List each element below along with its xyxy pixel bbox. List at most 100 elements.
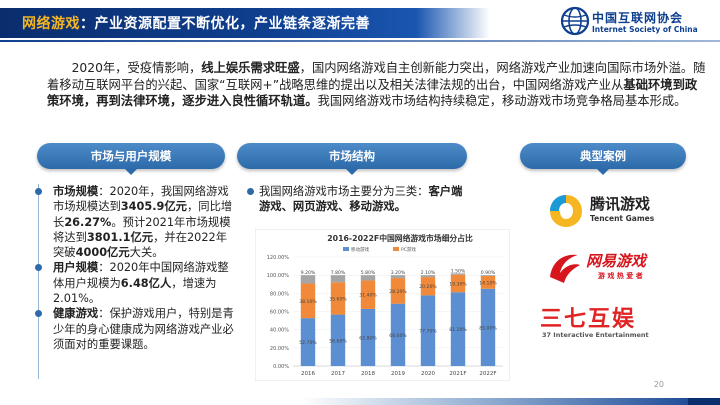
footer-decoration <box>300 398 720 405</box>
intro-text-2: ，国内网络游戏自主创新能力突出，网络游戏产业加速向国际市场外溢。随着移动互联网平… <box>47 61 706 92</box>
market-size-text: ，同比增长 <box>53 200 233 229</box>
healthy-gaming-text: ：保护游戏用户，特别是青少年的身心健康成为网络游戏产业必须面对的重要课题。 <box>53 307 234 351</box>
header-banner <box>0 8 490 38</box>
intro-bold-1: 线上娱乐需求旺盛 <box>201 61 300 75</box>
title-highlight: 网络游戏 <box>22 16 80 32</box>
pill-pointer-icon <box>125 169 137 175</box>
tencent-name-en: Tencent Games <box>590 214 655 223</box>
market-growth-value: 26.27% <box>64 215 112 229</box>
x-tick-label: 2016 <box>301 371 315 377</box>
isc-logo: 中国互联网协会 Internet Society of China <box>560 6 720 38</box>
bar-segment <box>360 275 376 281</box>
bar-segment <box>330 282 346 315</box>
bar-data-label: 52.70% <box>299 340 317 346</box>
bar-segment <box>300 283 316 319</box>
legend-label-1: PC游戏 <box>401 246 416 253</box>
bar-segment <box>360 308 376 366</box>
bar-data-label: 77.70% <box>419 329 437 335</box>
bar-segment <box>330 314 346 366</box>
bar-data-label: 28.20% <box>389 289 407 295</box>
bar-segment <box>450 274 466 293</box>
bar-data-label: 20.20% <box>419 284 437 290</box>
y-tick-label: 100.00% <box>267 273 289 279</box>
y-tick-label: 40.00% <box>270 328 289 334</box>
globe-icon <box>560 6 590 36</box>
bar-data-label: 7.80% <box>331 270 346 276</box>
section-pill-cases: 典型案例 <box>520 143 686 175</box>
market-size-bullet: 市场规模：2020年，我国网络游戏市场规模达到3405.9亿元，同比增长26.2… <box>35 184 238 260</box>
bar-segment <box>330 275 346 283</box>
bar-data-label: 68.60% <box>389 333 407 339</box>
section-pill-market-label: 市场与用户规模 <box>90 149 172 163</box>
intro-bold-2: 基础环境到政策环境，再到法律环境，逐步进入良性循环轨道。 <box>47 77 698 109</box>
market-size-value-2021: 3801.1亿元 <box>86 230 154 244</box>
y-tick-label: 120.00% <box>267 255 289 261</box>
typical-cases: 腾讯游戏 Tencent Games 网易游戏 游 戏 热 爱 者 三七互娱 3… <box>540 185 670 353</box>
bar-segment <box>420 275 436 278</box>
pill-pointer-icon <box>597 169 609 175</box>
market-size-label: 市场规模 <box>53 185 99 198</box>
x-tick-label: 2022F <box>479 371 496 377</box>
section-pill-cases-label: 典型案例 <box>580 149 626 163</box>
y-tick-label: 60.00% <box>270 310 289 316</box>
user-size-text: ，增速为2.01%。 <box>53 276 217 306</box>
market-size-text: ，并在2022年突破 <box>53 230 228 260</box>
intro-text-3: 我国网络游戏市场结构持续稳定，移动游戏市场竞争格局基本形成。 <box>317 94 687 108</box>
slide-header: 网络游戏：产业资源配置不断优化，产业链条逐渐完善 <box>0 0 720 44</box>
bar-segment <box>300 275 316 284</box>
bar-segment <box>480 275 496 276</box>
y-tick-label: 20.00% <box>270 346 289 352</box>
s37-name-en: 37 Interactive Entertainment <box>542 331 649 339</box>
bar-data-label: 3.20% <box>391 270 406 276</box>
healthy-gaming-label: 健康游戏 <box>53 307 99 321</box>
x-tick-label: 2019 <box>391 371 405 377</box>
user-size-label: 用户规模 <box>53 261 99 275</box>
bar-data-label: 81.20% <box>449 327 467 333</box>
netease-name-cn: 网易游戏 <box>586 252 647 270</box>
s37-name-cn: 三七互娱 <box>540 307 637 332</box>
logo-english-name: Internet Society of China <box>592 25 698 34</box>
bar-segment <box>450 292 466 366</box>
bar-data-label: 9.20% <box>301 270 316 276</box>
intro-paragraph: 2020年，受疫情影响，线上娱乐需求旺盛，国内网络游戏自主创新能力突出，网络游戏… <box>47 60 707 110</box>
market-user-column: 市场规模：2020年，我国网络游戏市场规模达到3405.9亿元，同比增长26.2… <box>35 184 238 379</box>
bar-segment <box>480 288 496 366</box>
x-tick-label: 2020 <box>421 371 435 377</box>
market-size-text: 。预计2021年市场规模将达到 <box>53 215 231 244</box>
tencent-games-logo-icon <box>550 195 582 227</box>
section-pill-market: 市场与用户规模 <box>37 143 225 175</box>
bar-segment <box>390 303 406 366</box>
footer-corner-decoration <box>688 398 720 405</box>
bar-data-label: 1.50% <box>451 268 466 274</box>
bar-data-label: 62.80% <box>359 335 377 341</box>
bar-data-label: 31.40% <box>359 293 377 299</box>
chart-title: 2016-2022F中国网络游戏市场细分占比 <box>327 233 473 243</box>
user-size-bullet: 用户规模：2020年中国网络游戏整体用户规模为6.48亿人，增速为2.01%。 <box>35 260 238 306</box>
market-structure-text: 我国网络游戏市场主要分为三类：客户端游戏、网页游戏、移动游戏。 <box>247 184 472 215</box>
bar-data-label: 85.00% <box>479 325 497 331</box>
page-title: 网络游戏：产业资源配置不断优化，产业链条逐渐完善 <box>22 13 370 33</box>
bar-data-label: 0.90% <box>481 270 496 276</box>
market-size-text: 大关。 <box>129 246 164 260</box>
healthy-gaming-bullet: 健康游戏：保护游戏用户，特别是青少年的身心健康成为网络游戏产业必须面对的重要课题… <box>35 306 238 352</box>
bar-segment <box>300 318 316 366</box>
logo-chinese-name: 中国互联网协会 <box>592 11 684 25</box>
market-size-value-2020: 3405.9亿元 <box>120 200 187 214</box>
chart-frame <box>254 228 511 382</box>
y-tick-label: 0.00% <box>273 364 289 370</box>
user-size-value: 6.48亿人 <box>120 276 172 290</box>
x-tick-label: 2018 <box>361 371 375 377</box>
structure-text: 我国网络游戏市场主要分为三类： <box>259 185 429 198</box>
bar-data-label: 14.10% <box>479 280 497 286</box>
market-share-chart: 2016-2022F中国网络游戏市场细分占比 移动游戏 PC游戏 0.00% 20.00… <box>254 228 511 382</box>
title-rest: ：产业资源配置不断优化，产业链条逐渐完善 <box>80 16 370 32</box>
bar-data-label: 19.30% <box>449 281 467 287</box>
tencent-name-cn: 腾讯游戏 <box>590 195 651 213</box>
bar-segment <box>390 275 406 279</box>
legend-swatch-1 <box>393 247 399 251</box>
bar-data-label: 35.60% <box>329 296 347 302</box>
bar-segment <box>450 273 466 275</box>
x-tick-label: 2017 <box>331 371 345 377</box>
bar-data-label: 2.10% <box>421 270 436 276</box>
netease-slogan: 游 戏 热 爱 者 <box>598 272 643 280</box>
